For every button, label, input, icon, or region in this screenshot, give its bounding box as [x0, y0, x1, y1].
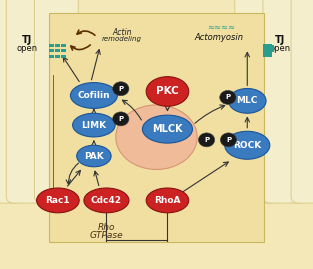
Ellipse shape	[228, 89, 266, 113]
Bar	[55, 44, 60, 47]
Ellipse shape	[142, 115, 192, 143]
Text: open: open	[16, 44, 37, 53]
Bar	[55, 55, 60, 58]
FancyBboxPatch shape	[6, 0, 50, 203]
Text: ROCK: ROCK	[233, 141, 261, 150]
Text: TJ: TJ	[275, 34, 285, 45]
Bar	[61, 44, 66, 47]
Text: MLC: MLC	[237, 96, 258, 105]
Ellipse shape	[198, 133, 215, 147]
Text: P: P	[118, 116, 123, 122]
FancyBboxPatch shape	[235, 0, 279, 203]
Bar	[49, 49, 54, 52]
FancyBboxPatch shape	[34, 0, 78, 203]
Text: remodeling: remodeling	[102, 36, 142, 42]
Text: P: P	[118, 86, 123, 92]
Ellipse shape	[84, 188, 129, 213]
FancyBboxPatch shape	[263, 0, 307, 203]
Text: Cofilin: Cofilin	[78, 91, 110, 100]
Text: Actomyosin: Actomyosin	[195, 33, 244, 42]
Bar	[270, 45, 274, 52]
Ellipse shape	[146, 188, 189, 213]
Ellipse shape	[73, 113, 115, 137]
Bar	[61, 55, 66, 58]
Ellipse shape	[77, 145, 111, 167]
Ellipse shape	[225, 131, 270, 159]
Ellipse shape	[220, 90, 236, 104]
Bar	[263, 44, 272, 57]
Text: LIMK: LIMK	[81, 121, 106, 130]
Text: open: open	[269, 44, 291, 53]
Text: TJ: TJ	[22, 34, 32, 45]
Ellipse shape	[116, 105, 197, 169]
Text: P: P	[225, 94, 230, 100]
Bar	[55, 49, 60, 52]
Bar	[49, 44, 54, 47]
Text: P: P	[204, 137, 209, 143]
FancyBboxPatch shape	[291, 0, 313, 203]
Text: Rac1: Rac1	[46, 196, 70, 205]
Ellipse shape	[113, 82, 129, 96]
Ellipse shape	[146, 77, 189, 106]
Text: P: P	[226, 137, 231, 143]
FancyBboxPatch shape	[0, 0, 22, 203]
Bar	[49, 55, 54, 58]
Text: Rho: Rho	[98, 223, 115, 232]
Text: PKC: PKC	[156, 86, 179, 97]
Ellipse shape	[70, 83, 117, 108]
Ellipse shape	[37, 188, 79, 213]
Text: Actin: Actin	[112, 28, 132, 37]
Text: Cdc42: Cdc42	[91, 196, 122, 205]
Ellipse shape	[220, 133, 237, 147]
Text: PAK: PAK	[84, 151, 104, 161]
Text: ≈≈≈≈: ≈≈≈≈	[207, 22, 235, 31]
Bar	[61, 49, 66, 52]
Text: MLCK: MLCK	[152, 124, 183, 134]
Bar	[49, 13, 264, 242]
Text: GTPase: GTPase	[90, 231, 123, 240]
Ellipse shape	[113, 112, 129, 126]
Text: RhoA: RhoA	[154, 196, 181, 205]
